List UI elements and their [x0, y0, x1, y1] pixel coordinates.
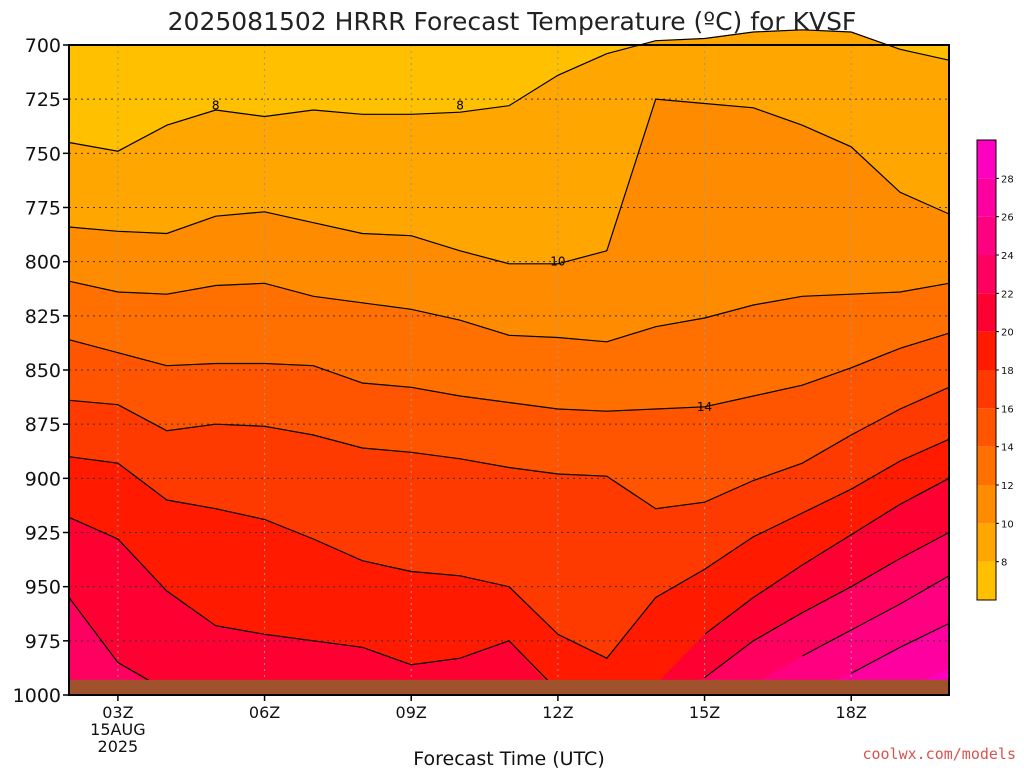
y-tick-label-900: 900	[25, 468, 61, 490]
colorbar-segment-16	[977, 370, 996, 409]
y-tick-label-725: 725	[25, 89, 61, 111]
x-tick-label-03Z: 03Z	[102, 703, 133, 722]
y-tick-label-850: 850	[25, 360, 61, 382]
y-tick-label-750: 750	[25, 143, 61, 165]
x-tick-label-06Z: 06Z	[249, 703, 280, 722]
contour-lines	[68, 29, 950, 692]
y-tick-label-775: 775	[25, 198, 61, 220]
isotherm-18	[68, 438, 950, 659]
colorbar: 8 10 12 14 16 18 20 22 24 26 28	[976, 139, 1014, 601]
colorbar-segment-24	[977, 216, 996, 255]
x-axis-label: Forecast Time (UTC)	[413, 748, 604, 768]
y-axis: 700 725 750 775 800 825 850 875 900 925 950 975 1000	[13, 35, 69, 707]
contour-label-0: 8	[212, 99, 220, 113]
x-tick-sublabel-1: 2025	[98, 737, 139, 756]
colorbar-segment-10	[977, 485, 996, 524]
colorbar-segment-26	[977, 178, 996, 217]
y-tick-label-950: 950	[25, 577, 61, 599]
chart-title: 2025081502 HRRR Forecast Temperature (ºC…	[168, 7, 857, 36]
colorbar-segment-22	[977, 255, 996, 294]
grid-lines	[69, 44, 949, 696]
colorbar-label-24: 24	[1001, 251, 1014, 262]
y-tick-label-1000: 1000	[13, 685, 61, 707]
isotherm-20	[68, 477, 950, 692]
colorbar-segment-20	[977, 293, 996, 332]
isotherm-16	[68, 386, 950, 510]
colorbar-label-14: 14	[1001, 443, 1014, 454]
contour-label-3: 14	[697, 400, 712, 414]
y-tick-label-875: 875	[25, 414, 61, 436]
y-tick-label-825: 825	[25, 306, 61, 328]
y-tick-label-700: 700	[25, 35, 61, 57]
isotherm-14	[68, 332, 950, 412]
x-tick-sublabel-0: 15AUG	[90, 720, 145, 739]
x-tick-label-12Z: 12Z	[542, 703, 573, 722]
colorbar-segment-18	[977, 331, 996, 370]
colorbar-label-18: 18	[1001, 366, 1014, 377]
colorbar-segment-14	[977, 408, 996, 447]
isotherm-12	[68, 280, 950, 343]
colorbar-label-28: 28	[1001, 174, 1014, 185]
contour-label-1: 8	[456, 99, 464, 113]
colorbar-label-20: 20	[1001, 328, 1014, 339]
credit-text: coolwx.com/models	[862, 745, 1016, 763]
colorbar-label-22: 22	[1001, 289, 1014, 300]
colorbar-segment-12	[977, 446, 996, 485]
colorbar-label-10: 10	[1001, 519, 1014, 530]
colorbar-segment-6	[977, 561, 996, 600]
colorbar-segment-28	[977, 140, 996, 179]
colorbar-label-12: 12	[1001, 481, 1014, 492]
isotherm-26	[850, 622, 950, 674]
isotherm-24	[802, 575, 950, 657]
colorbar-label-16: 16	[1001, 404, 1014, 415]
contour-labels: 8 8 10 14	[212, 99, 712, 414]
x-tick-label-15Z: 15Z	[689, 703, 720, 722]
y-tick-label-800: 800	[25, 252, 61, 274]
isotherm-8	[68, 29, 950, 152]
colorbar-label-26: 26	[1001, 213, 1014, 224]
plot-fills	[69, 29, 949, 696]
colorbar-segment-8	[977, 523, 996, 562]
x-tick-label-18Z: 18Z	[836, 703, 867, 722]
ground-fill	[69, 679, 949, 695]
contour-label-2: 10	[550, 255, 565, 269]
y-tick-label-925: 925	[25, 523, 61, 545]
x-tick-label-09Z: 09Z	[396, 703, 427, 722]
y-tick-label-975: 975	[25, 631, 61, 653]
colorbar-label-8: 8	[1001, 558, 1007, 569]
ground-layer	[69, 679, 949, 695]
isotherm-10	[68, 98, 950, 265]
